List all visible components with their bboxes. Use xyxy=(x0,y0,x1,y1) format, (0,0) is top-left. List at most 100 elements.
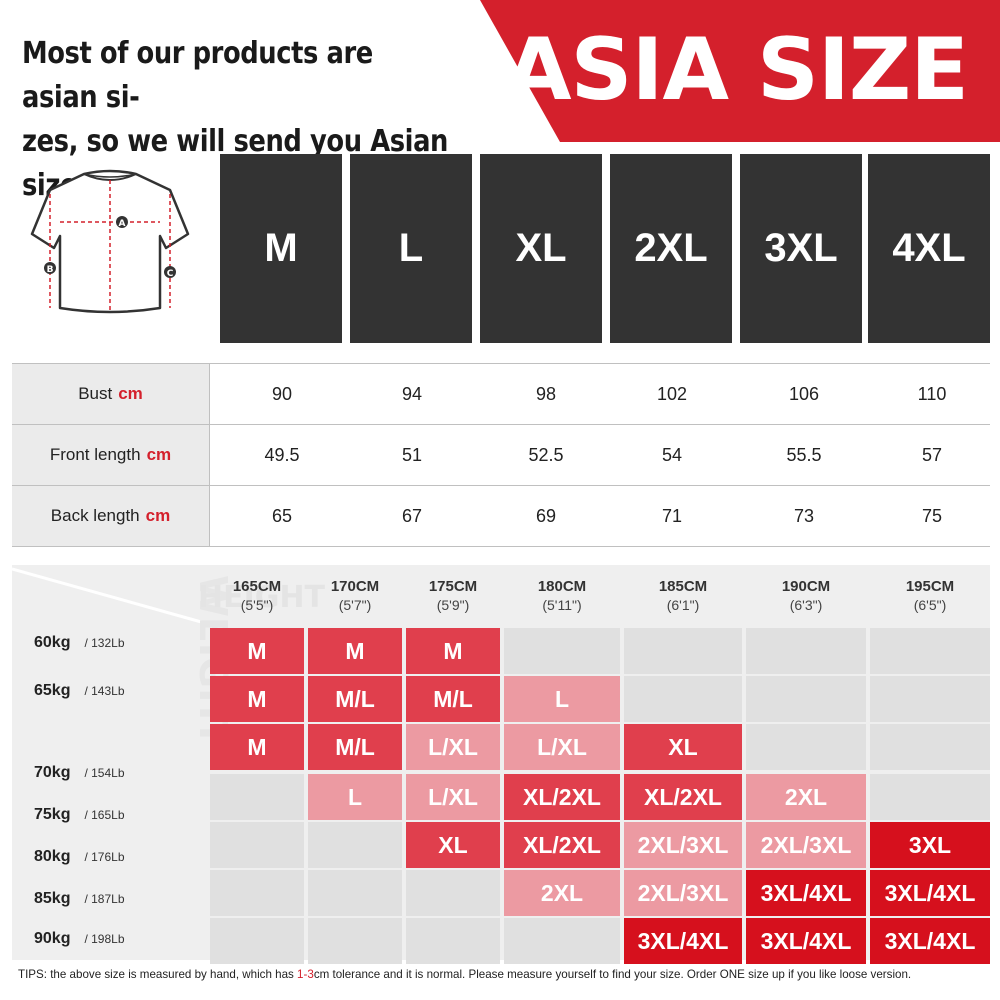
size-cell xyxy=(504,628,620,674)
size-cell: 2XL/3XL xyxy=(624,870,742,916)
page-title: ASIA SIZE xyxy=(504,20,969,120)
size-cell: L xyxy=(504,676,620,722)
cell-value: 94 xyxy=(401,383,423,404)
size-cell xyxy=(746,628,866,674)
size-cell xyxy=(870,724,990,770)
size-cell xyxy=(870,774,990,820)
size-cell: 3XL xyxy=(870,822,990,868)
size-cell xyxy=(746,724,866,770)
size-cell xyxy=(308,822,402,868)
cell-value: 75 xyxy=(921,505,943,526)
back-length-row: Back length cm 65 67 69 71 73 75 xyxy=(12,485,990,547)
size-cell xyxy=(406,870,500,916)
measurement-table: Bust cm 90 94 98 102 106 110 Front length… xyxy=(12,363,990,547)
size-cell xyxy=(624,676,742,722)
size-box-xl: XL xyxy=(480,154,602,343)
size-cell: 2XL xyxy=(504,870,620,916)
size-cell: 2XL xyxy=(746,774,866,820)
cell-value: 90 xyxy=(271,383,293,404)
cell-value: 98 xyxy=(535,383,557,404)
row-label: Back length cm xyxy=(12,486,210,546)
size-cell: XL/2XL xyxy=(624,774,742,820)
height-header: 190CM (6'3") xyxy=(781,578,831,613)
size-cell: 3XL/4XL xyxy=(624,918,742,964)
height-header: 170CM (5'7") xyxy=(330,578,380,613)
size-box-2xl: 2XL xyxy=(610,154,732,343)
size-box-m: M xyxy=(220,154,342,343)
size-box-l: L xyxy=(350,154,472,343)
size-cell xyxy=(210,870,304,916)
height-header: 175CM (5'9") xyxy=(428,578,478,613)
row-label: Front length cm xyxy=(12,425,210,485)
size-cell xyxy=(746,676,866,722)
marker-c: C xyxy=(167,269,174,279)
weight-label: 75kg/ 165Lb xyxy=(34,806,125,823)
size-cell xyxy=(308,870,402,916)
size-cell xyxy=(210,774,304,820)
cell-value: 55.5 xyxy=(786,444,822,465)
size-cell: M xyxy=(308,628,402,674)
cell-value: 67 xyxy=(401,505,423,526)
unit-label: cm xyxy=(146,445,172,464)
size-cell: XL/2XL xyxy=(504,822,620,868)
size-cell: L/XL xyxy=(406,774,500,820)
unit-label: cm xyxy=(118,384,143,403)
height-header: 195CM (6'5") xyxy=(905,578,955,613)
size-cell xyxy=(406,918,500,964)
height-header: 165CM (5'5") xyxy=(232,578,282,613)
size-cell: L xyxy=(308,774,402,820)
cell-value: 57 xyxy=(921,444,943,465)
size-cell xyxy=(210,918,304,964)
size-cell: 2XL/3XL xyxy=(624,822,742,868)
cell-value: 73 xyxy=(793,505,815,526)
size-cell xyxy=(870,676,990,722)
size-cell: M/L xyxy=(308,676,402,722)
jersey-icon: A B C xyxy=(30,169,190,314)
size-cell: M xyxy=(210,628,304,674)
size-cell xyxy=(624,628,742,674)
unit-label: cm xyxy=(145,506,171,525)
marker-a: A xyxy=(119,219,126,229)
cell-value: 51 xyxy=(401,444,423,465)
size-cell: M xyxy=(210,676,304,722)
size-cell xyxy=(210,822,304,868)
size-cell: M xyxy=(210,724,304,770)
front-length-row: Front length cm 49.5 51 52.5 54 55.5 57 xyxy=(12,424,990,485)
size-cell: L/XL xyxy=(504,724,620,770)
size-cell: 3XL/4XL xyxy=(746,870,866,916)
size-cell: 3XL/4XL xyxy=(870,918,990,964)
tolerance-highlight: 1-3 xyxy=(297,968,314,981)
cell-value: 49.5 xyxy=(264,444,300,465)
size-cell: 3XL/4XL xyxy=(870,870,990,916)
size-cell xyxy=(504,918,620,964)
size-cell: XL/2XL xyxy=(504,774,620,820)
size-cell: 3XL/4XL xyxy=(746,918,866,964)
cell-value: 65 xyxy=(271,505,293,526)
weight-label: 65kg/ 143Lb xyxy=(34,682,125,699)
size-cell: M/L xyxy=(406,676,500,722)
size-cell: XL xyxy=(624,724,742,770)
size-cell: M xyxy=(406,628,500,674)
size-cell: L/XL xyxy=(406,724,500,770)
weight-label: 80kg/ 176Lb xyxy=(34,848,125,865)
notice-line-1: Most of our products are asian si- xyxy=(22,36,373,115)
cell-value: 71 xyxy=(661,505,683,526)
height-header: 180CM (5'11") xyxy=(537,578,587,613)
size-box-3xl: 3XL xyxy=(740,154,862,343)
cell-value: 52.5 xyxy=(528,444,564,465)
weight-label: 90kg/ 198Lb xyxy=(34,930,125,947)
size-cell: XL xyxy=(406,822,500,868)
tips-note: TIPS: the above size is measured by hand… xyxy=(18,968,912,981)
size-cell xyxy=(870,628,990,674)
size-box-4xl: 4XL xyxy=(868,154,990,343)
marker-b: B xyxy=(47,265,54,275)
cell-value: 102 xyxy=(656,383,688,404)
weight-label: 85kg/ 187Lb xyxy=(34,890,125,907)
cell-value: 69 xyxy=(535,505,557,526)
row-label: Bust cm xyxy=(12,364,210,424)
bust-row: Bust cm 90 94 98 102 106 110 xyxy=(12,363,990,424)
size-cell xyxy=(308,918,402,964)
weight-label: 70kg/ 154Lb xyxy=(34,764,125,781)
height-watermark: HEIGHT xyxy=(198,580,325,615)
cell-value: 110 xyxy=(917,383,947,404)
